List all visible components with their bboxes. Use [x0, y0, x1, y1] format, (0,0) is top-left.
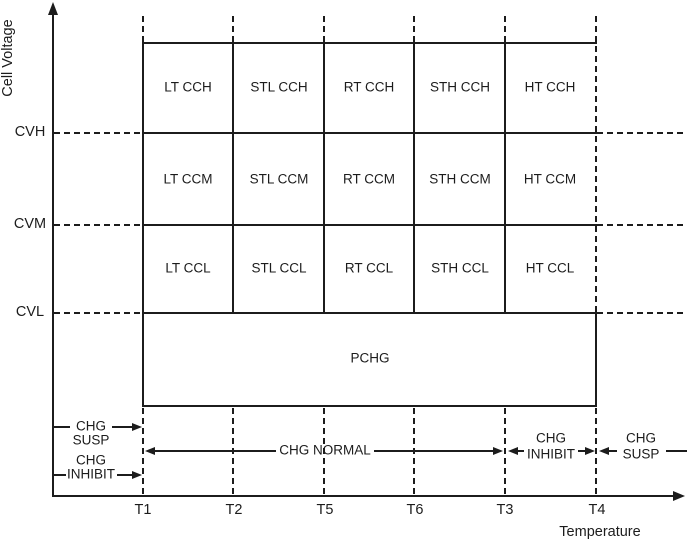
- pchg-bottom-line: [143, 405, 597, 407]
- chg-normal-left-line: [154, 450, 276, 452]
- chg-normal-label: CHG NORMAL: [279, 442, 371, 458]
- right-inhibit-right-arrowhead-icon: [585, 447, 595, 455]
- cvh-line-solid: [143, 132, 597, 134]
- box-right-line-solid-segment: [595, 312, 597, 407]
- chg-normal-left-arrowhead-icon: [145, 447, 155, 455]
- x-axis-label: Temperature: [559, 524, 641, 541]
- t4-dashed-line: [595, 16, 597, 314]
- x-tick-t4: T4: [588, 502, 606, 519]
- region-stl-cch: STL CCH: [250, 79, 308, 95]
- region-ht-ccm: HT CCM: [523, 171, 577, 187]
- cvm-dashed-left: [54, 224, 143, 226]
- cvh-dashed-left: [54, 132, 143, 134]
- region-pchg: PCHG: [350, 350, 390, 366]
- region-lt-cch: LT CCH: [164, 79, 212, 95]
- x-tick-t5: T5: [316, 502, 334, 519]
- right-susp-left-line: [608, 450, 617, 452]
- left-inhibit-label-line2: INHIBIT: [66, 466, 116, 482]
- region-sth-ccl: STH CCL: [431, 260, 489, 276]
- region-ht-ccl: HT CCL: [525, 260, 575, 276]
- right-susp-right-line: [666, 450, 687, 452]
- left-susp-label-line1: CHG: [76, 418, 106, 434]
- region-sth-cch: STH CCH: [430, 79, 490, 95]
- right-inhibit-right-line: [578, 450, 586, 452]
- t1-lower-dashed-stub: [142, 408, 144, 494]
- region-rt-ccl: RT CCL: [344, 260, 394, 276]
- region-stl-ccl: STL CCL: [251, 260, 307, 276]
- region-ht-cch: HT CCH: [524, 79, 576, 95]
- y-axis-label: Cell Voltage: [0, 19, 17, 97]
- right-susp-label-line2: SUSP: [622, 446, 660, 462]
- right-susp-label-line1: CHG: [626, 430, 656, 446]
- t2-column-line: [232, 42, 234, 314]
- x-axis-arrow-icon: [673, 491, 685, 501]
- t3-upper-dashed-stub: [504, 16, 506, 42]
- t3-column-line: [504, 42, 506, 314]
- x-tick-t1: T1: [134, 502, 152, 519]
- region-rt-cch: RT CCH: [343, 79, 395, 95]
- chg-normal-right-line: [374, 450, 495, 452]
- left-inhibit-leader-line: [54, 474, 66, 476]
- x-tick-t2: T2: [225, 502, 243, 519]
- left-susp-label-line2: SUSP: [72, 432, 110, 448]
- cvl-dashed-right: [597, 312, 687, 314]
- t6-column-line: [413, 42, 415, 314]
- t5-upper-dashed-stub: [323, 16, 325, 42]
- cvh-dashed-right: [597, 132, 687, 134]
- y-tick-cvh: CVH: [14, 124, 46, 141]
- region-stl-ccm: STL CCM: [249, 171, 309, 187]
- x-tick-t6: T6: [406, 502, 424, 519]
- region-lt-ccl: LT CCL: [165, 260, 211, 276]
- y-tick-cvl: CVL: [15, 304, 45, 321]
- y-tick-cvm: CVM: [13, 216, 47, 233]
- x-tick-t3: T3: [496, 502, 514, 519]
- cvl-line-solid: [143, 312, 597, 314]
- y-axis-line: [52, 12, 54, 497]
- region-sth-ccm: STH CCM: [429, 171, 491, 187]
- left-susp-leader-line: [54, 426, 70, 428]
- region-rt-ccm: RT CCM: [342, 171, 396, 187]
- left-inhibit-label-line1: CHG: [76, 452, 106, 468]
- t2-upper-dashed-stub: [232, 16, 234, 42]
- cvm-dashed-right: [597, 224, 687, 226]
- cvl-dashed-left: [54, 312, 143, 314]
- left-inhibit-arrowhead-icon: [132, 471, 142, 479]
- left-susp-arrowhead-icon: [132, 423, 142, 431]
- right-inhibit-label-line2: INHIBIT: [526, 446, 576, 462]
- right-inhibit-left-line: [517, 450, 524, 452]
- cvm-line-solid: [143, 224, 597, 226]
- chg-normal-right-arrowhead-icon: [493, 447, 503, 455]
- region-lt-ccm: LT CCM: [163, 171, 213, 187]
- x-axis-line: [52, 495, 674, 497]
- t6-upper-dashed-stub: [413, 16, 415, 42]
- y-axis-arrow-icon: [48, 2, 58, 15]
- t3-lower-dashed-stub: [504, 408, 506, 494]
- t1-upper-dashed-stub: [142, 16, 144, 42]
- left-inhibit-arrow-line: [117, 474, 133, 476]
- right-inhibit-left-arrowhead-icon: [508, 447, 518, 455]
- right-susp-arrowhead-icon: [599, 447, 609, 455]
- box-top-line: [143, 42, 597, 44]
- t4-lower-dashed-stub: [595, 408, 597, 494]
- right-inhibit-label-line1: CHG: [536, 430, 566, 446]
- t5-lower-dashed-stub: [323, 408, 325, 494]
- t5-column-line: [323, 42, 325, 314]
- left-susp-arrow-line: [112, 426, 133, 428]
